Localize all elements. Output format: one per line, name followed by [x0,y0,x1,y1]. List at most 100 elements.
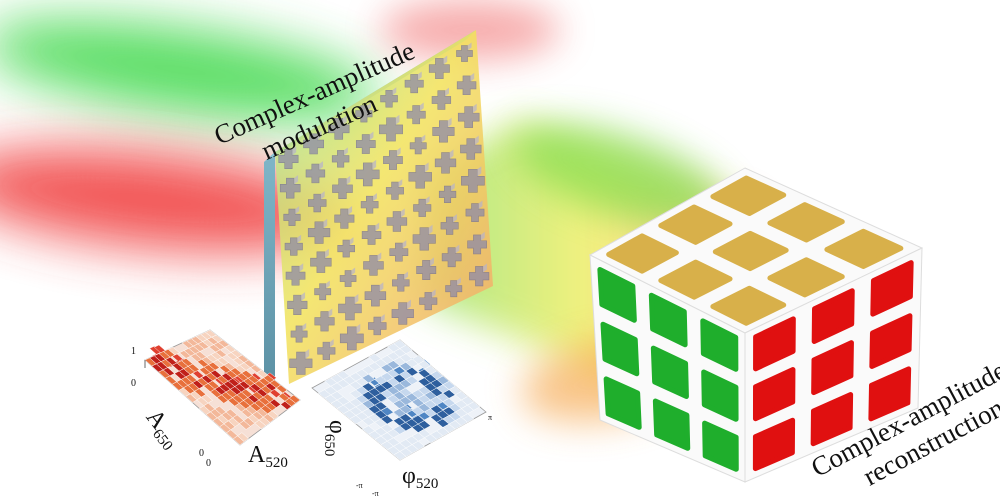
phase-bar [374,401,388,411]
meta-atom-side [431,289,436,298]
amplitude-bar [237,432,249,443]
phase-bar [467,401,481,411]
phase-tick-pi: π [488,413,492,422]
meta-atom-side [417,71,422,81]
meta-atom-side [343,147,348,156]
meta-atom [461,168,485,193]
meta-atom [363,255,384,276]
green-beam [0,19,379,121]
meta-atom [383,150,403,170]
meta-atom [289,351,313,375]
cube-top-tile [767,257,845,298]
meta-atom-side [395,114,400,125]
phase-bar [460,413,475,423]
meta-atom [419,292,438,311]
meta-atom-side [447,117,452,128]
meta-atom-side [299,263,304,273]
axis-label-a650: A650 [141,405,176,454]
meta-atom-side [443,55,448,65]
meta-atom-side [317,130,322,141]
meta-atom [307,221,331,244]
meta-atom [409,137,427,155]
cube-right-tile [811,340,854,396]
meta-atom [428,58,450,80]
cube-right-tile [810,392,854,447]
cube-left-tile [650,345,689,400]
reconstructed-cube [588,167,924,483]
meta-atom-side [472,103,477,114]
meta-atom [303,133,324,155]
meta-atom-side [369,131,374,141]
phase-tick-minus-pi-a: -π [356,481,363,490]
meta-atom-side [372,193,377,202]
meta-atom [460,138,482,160]
axis-a520-main: A [248,442,266,468]
meta-atom [412,227,436,251]
meta-atom-side [425,196,430,205]
amplitude-plot: 1 0 0 0 A650 A520 [131,329,301,471]
meta-atom [380,89,398,108]
meta-atom [328,118,350,140]
meta-atom-side [294,175,299,185]
meta-atom-side [402,240,407,249]
meta-atom-side [478,200,483,210]
axis-phi520-main: φ [402,463,416,489]
meta-atom [308,193,327,213]
phase-bar [399,344,413,355]
cube-top-tile [658,259,733,300]
meta-atom [368,316,387,336]
amplitude-bars [144,329,301,446]
meta-atom-side [349,237,354,246]
cube-left-tile [597,267,637,323]
red-glow-top [380,0,560,60]
axis-phi650-main: φ [324,420,350,434]
metasurface [264,30,493,396]
meta-atom [391,302,414,325]
meta-atom-side [404,271,409,280]
cube-top-tile [710,285,787,326]
meta-atom [317,341,336,360]
meta-atom-side [342,115,347,125]
meta-atom [314,311,335,332]
axis-a520-sub: 520 [265,455,288,471]
meta-atom [445,280,463,298]
axis-label-a520: A520 [248,442,288,471]
meta-atom [314,283,332,301]
meta-atom-side [429,257,434,267]
cube-left-tile [603,376,642,430]
meta-atom-side [474,135,479,145]
cube-top-tile [606,233,679,274]
meta-atom [305,163,326,184]
meta-atom-side [319,161,324,170]
meta-atom-side [377,252,382,262]
meta-atom [279,177,301,199]
cube-top-tile [824,228,904,269]
meta-atom [339,326,364,351]
meta-atom-side [455,244,460,254]
meta-atom [360,195,379,214]
amplitude-tick-top: 1 [131,346,136,357]
meta-atom [434,152,457,174]
meta-atom-side [305,349,310,359]
meta-atom [438,185,457,203]
meta-atom [332,178,353,200]
meta-atom [416,260,437,280]
meta-atom [408,165,432,189]
meta-atom-side [419,102,424,112]
cube-top-tile [658,204,733,245]
output-beam-green [514,123,726,227]
cube-right-tile [752,417,796,472]
meta-atom [467,234,487,255]
meta-atom [456,45,473,62]
amplitude-bar [275,384,288,394]
meta-atom-side [456,277,461,286]
cube-top-tile [767,202,845,243]
amplitude-tick-mid: 0 [131,378,136,389]
meta-atom-side [482,263,487,273]
cube-right-tile [753,316,796,372]
metasurface-edge [264,152,275,396]
red-beam [0,147,349,253]
meta-atom [339,270,357,287]
cube-right-tile [752,367,796,422]
